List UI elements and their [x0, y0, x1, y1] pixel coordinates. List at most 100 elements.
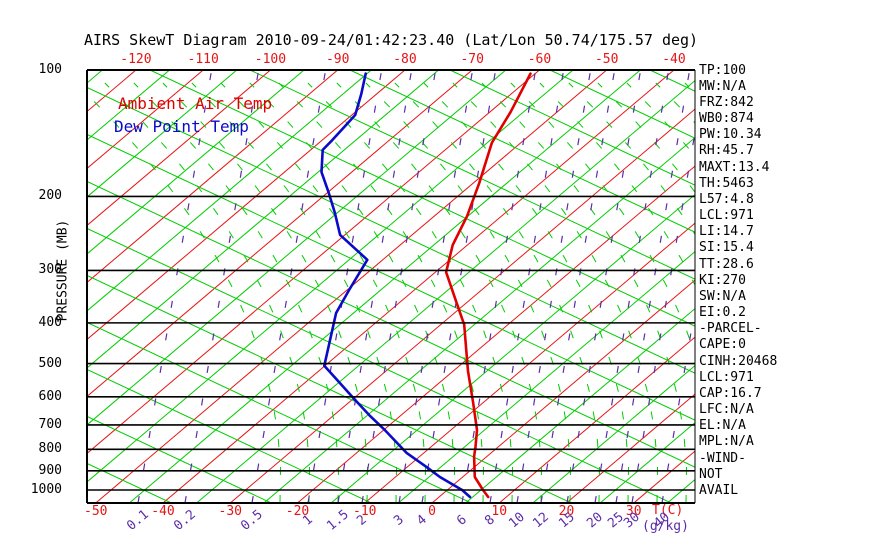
mixing-ratio-line [184, 70, 260, 503]
isotherm-minor [87, 70, 574, 483]
dry-adiabat [87, 321, 473, 503]
isotherm-minor [87, 70, 238, 198]
sounding-index-value: L57:4.8 [699, 191, 754, 207]
pressure-tick-label: 1000 [30, 482, 62, 497]
sounding-index-value: LCL:971 [699, 369, 754, 385]
sounding-index-value: EI:0.2 [699, 305, 746, 321]
isotherm-minor [398, 250, 695, 503]
top-temp-tick-label: -90 [325, 52, 350, 67]
dry-adiabat [87, 368, 373, 503]
mixing-ratio-unit-label: (g/kg) [642, 519, 689, 534]
sounding-index-value: TP:100 [699, 62, 746, 78]
isotherm-major [87, 70, 406, 341]
sounding-index-value: LI:14.7 [699, 224, 754, 240]
bottom-temp-tick-label: -50 [84, 504, 108, 519]
mixing-ratio-line [566, 70, 642, 503]
bottom-temp-tick-label: -40 [151, 504, 175, 519]
sounding-index-value: EL:N/A [699, 418, 746, 434]
isotherm-minor [129, 70, 641, 503]
dewpoint-profile-line [320, 72, 472, 499]
moist-adiabat [87, 93, 282, 503]
ambient-profile-line [444, 72, 532, 499]
isotherm-major [364, 222, 695, 503]
isotherm-minor [667, 478, 695, 503]
pressure-tick-label: 200 [38, 188, 62, 204]
dry-adiabat [649, 70, 695, 92]
mixing-ratio-line [540, 70, 616, 503]
bottom-temp-tick-label: 20 [558, 504, 575, 519]
mixing-ratio-line [137, 70, 213, 503]
isotherm-major [297, 165, 695, 503]
sounding-index-value: LFC:N/A [699, 402, 754, 418]
sounding-index-value: CAPE:0 [699, 337, 746, 353]
bottom-temp-tick-label: 10 [491, 504, 508, 519]
mixing-ratio-line [421, 70, 497, 503]
mixing-ratio-line [516, 70, 592, 503]
isotherm-minor [330, 193, 695, 503]
sounding-index-value: CINH:20468 [699, 353, 778, 369]
isotherm-major [566, 393, 695, 503]
chart-title: AIRS SkewT Diagram 2010-09-24/01:42:23.4… [84, 31, 699, 49]
bottom-temp-tick-label: -20 [285, 504, 310, 519]
mixing-ratio-line [461, 70, 537, 503]
pressure-tick-label: 700 [38, 416, 62, 432]
sounding-index-value: MPL:N/A [699, 434, 754, 450]
mixing-ratio-line [361, 70, 437, 503]
pressure-tick-label: 500 [38, 355, 62, 371]
dry-adiabat [149, 70, 695, 327]
isotherm-major [87, 70, 339, 284]
dry-adiabat [87, 86, 695, 374]
mixing-ratio-line [631, 128, 695, 503]
isotherm-minor [87, 70, 507, 426]
isotherm-minor [599, 421, 695, 503]
moist-adiabat [801, 83, 870, 503]
sounding-index-value: LCL:971 [699, 208, 754, 224]
top-temp-tick-label: -70 [460, 52, 484, 67]
sounding-index-value: AVAIL [699, 482, 739, 498]
isotherm-minor [263, 136, 695, 503]
bottom-temp-tick-label: 30 [625, 504, 642, 519]
top-temp-tick-label: -100 [254, 52, 287, 67]
dry-adiabat [87, 133, 695, 421]
mixing-ratio-line [307, 70, 383, 503]
dry-adiabat [87, 415, 273, 503]
sounding-index-value: RH:45.7 [699, 143, 754, 159]
top-temp-tick-label: -50 [594, 52, 619, 67]
dry-adiabat [449, 70, 695, 186]
sounding-index-value: KI:270 [699, 272, 746, 288]
pressure-tick-label: 900 [38, 462, 62, 478]
pressure-tick-label: 400 [38, 314, 62, 330]
pressure-tick-label: 300 [38, 262, 62, 278]
sounding-index-value: NOT [699, 466, 723, 482]
top-temp-tick-label: -60 [527, 52, 552, 67]
dry-adiabat [349, 70, 695, 233]
isotherm-minor [87, 70, 372, 312]
mixing-ratio-line [251, 70, 327, 503]
bottom-temp-tick-label: -30 [218, 504, 242, 519]
isotherm-minor [465, 307, 695, 503]
dry-adiabat [87, 227, 673, 503]
moist-adiabat [859, 83, 870, 503]
top-temp-tick-label: -120 [120, 52, 152, 67]
sounding-index-value: MW:N/A [699, 78, 746, 94]
sounding-index-value: -WIND- [699, 450, 746, 466]
isotherm-minor [87, 70, 439, 369]
dry-adiabat [87, 180, 695, 468]
mixing-ratio-line [594, 70, 670, 503]
sounding-index-value: PW:10.34 [699, 127, 762, 143]
mixing-ratio-line [489, 70, 565, 503]
pressure-tick-label: 100 [38, 62, 62, 77]
legend-ambient-air-temp: Ambient Air Temp [118, 94, 273, 113]
top-temp-tick-label: -110 [187, 52, 219, 67]
isotherm-major [87, 70, 473, 398]
top-temp-tick-label: -40 [662, 52, 686, 67]
sounding-index-value: TH:5463 [699, 175, 754, 191]
sounding-index-value: SW:N/A [699, 288, 746, 304]
mixing-ratio-line [615, 70, 691, 503]
temp-axis-unit-label: T(C) [652, 503, 684, 518]
mixing-ratio-line [398, 70, 474, 503]
sounding-index-value: TT:28.6 [699, 256, 754, 272]
isotherm-major [87, 70, 271, 227]
sounding-index-value: -PARCEL- [699, 321, 762, 337]
